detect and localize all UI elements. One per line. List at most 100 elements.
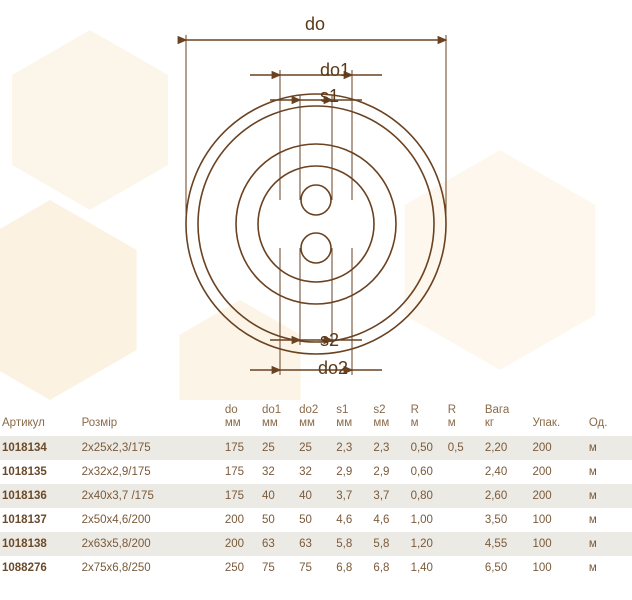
cell-do1: 63 [260,532,297,556]
col-header-l1: s1 [336,404,369,417]
cell-wt: 2,60 [483,484,521,508]
col-header-unit: Од. [587,400,632,436]
cell-do1: 40 [260,484,297,508]
cell-s2: 2,9 [371,460,408,484]
cell-do: 200 [223,532,260,556]
cell-do2: 75 [297,556,334,580]
cell-Rm: 1,00 [409,508,446,532]
cell-pack: 100 [521,556,587,580]
cell-s1: 4,6 [334,508,371,532]
cell-size: 2x50x4,6/200 [80,508,223,532]
col-header-Rm2: Rм [446,400,483,436]
cell-pack: 100 [521,508,587,532]
cell-Rm: 1,20 [409,532,446,556]
cell-Rm2 [446,460,483,484]
table-row: 10181362x40x3,7 /17517540403,73,70,802,6… [0,484,632,508]
cell-art: 1018137 [0,508,80,532]
dim-label-do1: do1 [320,60,350,81]
cell-unit: м [587,532,632,556]
cell-Rm2 [446,532,483,556]
cell-unit: м [587,436,632,460]
cell-s1: 5,8 [334,532,371,556]
cell-do1: 50 [260,508,297,532]
col-header-l2: м [411,417,444,430]
cell-size: 2x75x6,8/250 [80,556,223,580]
col-header-l2: мм [299,417,332,430]
cell-unit: м [587,484,632,508]
dim-label-s2: s2 [320,330,339,351]
col-header-s1: s1мм [334,400,371,436]
cell-size: 2x25x2,3/175 [80,436,223,460]
col-header-l1: do [225,404,258,417]
cell-art: 1018136 [0,484,80,508]
cell-Rm: 0,50 [409,436,446,460]
cell-do2: 25 [297,436,334,460]
cell-s2: 3,7 [371,484,408,508]
col-header-l2: м [448,417,481,430]
col-header-l2: кг [485,417,519,430]
cell-wt: 3,50 [483,508,521,532]
col-header-l1: s2 [373,404,406,417]
cell-unit: м [587,556,632,580]
table-row: 10181352x32x2,9/17517532322,92,90,602,40… [0,460,632,484]
cell-do2: 50 [297,508,334,532]
col-header-Rm: Rм [409,400,446,436]
table-row: 10882762x75x6,8/25025075756,86,81,406,50… [0,556,632,580]
cell-s2: 5,8 [371,532,408,556]
cell-wt: 6,50 [483,556,521,580]
dim-label-do: do [305,14,325,35]
cell-do2: 40 [297,484,334,508]
diagram-labels: do do1 s1 s2 do2 [0,0,632,400]
cell-art: 1018135 [0,460,80,484]
cell-Rm2 [446,484,483,508]
cell-s2: 2,3 [371,436,408,460]
cell-unit: м [587,508,632,532]
col-header-l1: Вага [485,404,519,417]
cell-Rm: 1,40 [409,556,446,580]
table-row: 10181342x25x2,3/17517525252,32,30,500,52… [0,436,632,460]
col-header-l1: R [448,404,481,417]
cell-s1: 6,8 [334,556,371,580]
col-header-l1: R [411,404,444,417]
cell-size: 2x63x5,8/200 [80,532,223,556]
col-header-l1: do2 [299,404,332,417]
dim-label-do2: do2 [318,358,348,379]
cell-wt: 2,40 [483,460,521,484]
cell-wt: 4,55 [483,532,521,556]
cell-wt: 2,20 [483,436,521,460]
dim-label-s1: s1 [320,86,339,107]
cell-art: 1018138 [0,532,80,556]
cell-do2: 32 [297,460,334,484]
spec-table-area: АртикулРозмірdoммdo1ммdo2ммs1ммs2ммRмRмВ… [0,400,632,580]
cell-pack: 200 [521,436,587,460]
cell-do: 175 [223,436,260,460]
cell-Rm: 0,80 [409,484,446,508]
cell-pack: 200 [521,484,587,508]
cell-art: 1088276 [0,556,80,580]
cell-art: 1018134 [0,436,80,460]
cell-do: 175 [223,484,260,508]
diagram-area: do do1 s1 s2 do2 [0,0,632,400]
col-header-art: Артикул [0,400,80,436]
col-header-l2: мм [373,417,406,430]
cell-unit: м [587,460,632,484]
cell-do1: 32 [260,460,297,484]
cell-do1: 25 [260,436,297,460]
spec-table-body: 10181342x25x2,3/17517525252,32,30,500,52… [0,436,632,580]
cell-do1: 75 [260,556,297,580]
cell-Rm2 [446,556,483,580]
cell-do: 200 [223,508,260,532]
cell-Rm2 [446,508,483,532]
col-header-l1: Од. [589,417,630,430]
cell-Rm2: 0,5 [446,436,483,460]
cell-s2: 6,8 [371,556,408,580]
col-header-l1: do1 [262,404,295,417]
col-header-l1: Розмір [82,417,221,430]
col-header-s2: s2мм [371,400,408,436]
table-row: 10181372x50x4,6/20020050504,64,61,003,50… [0,508,632,532]
col-header-pack: Упак. [521,400,587,436]
col-header-do1: do1мм [260,400,297,436]
col-header-l2: мм [262,417,295,430]
cell-pack: 100 [521,532,587,556]
cell-pack: 200 [521,460,587,484]
